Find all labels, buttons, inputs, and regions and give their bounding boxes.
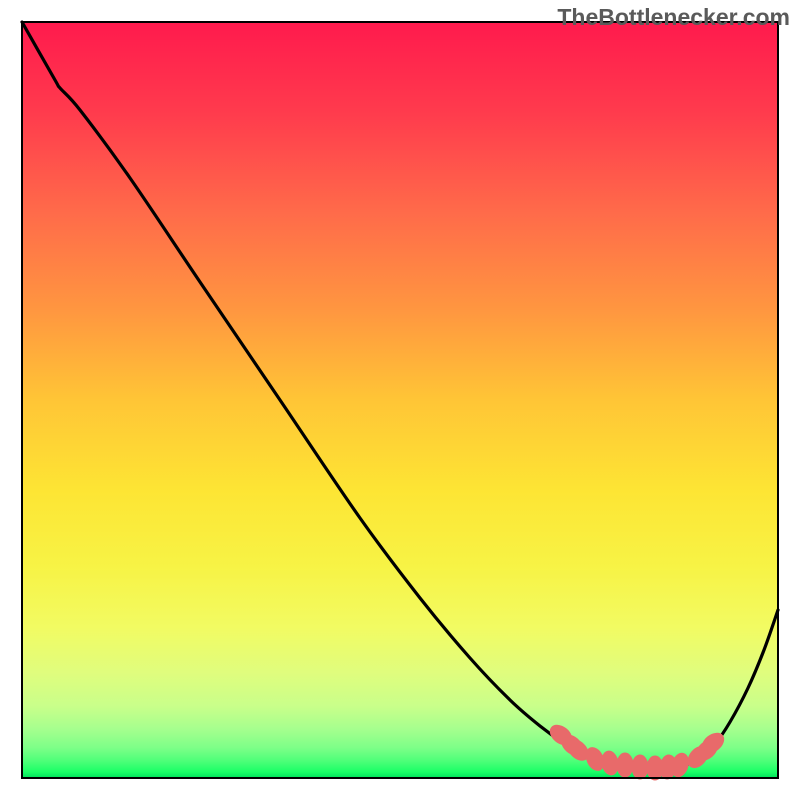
bottleneck-chart — [0, 0, 800, 800]
curve-marker — [617, 753, 633, 777]
curve-marker — [632, 755, 648, 779]
watermark-text: TheBottlenecker.com — [557, 4, 790, 31]
chart-background-gradient — [22, 22, 778, 778]
chart-root: TheBottlenecker.com — [0, 0, 800, 800]
